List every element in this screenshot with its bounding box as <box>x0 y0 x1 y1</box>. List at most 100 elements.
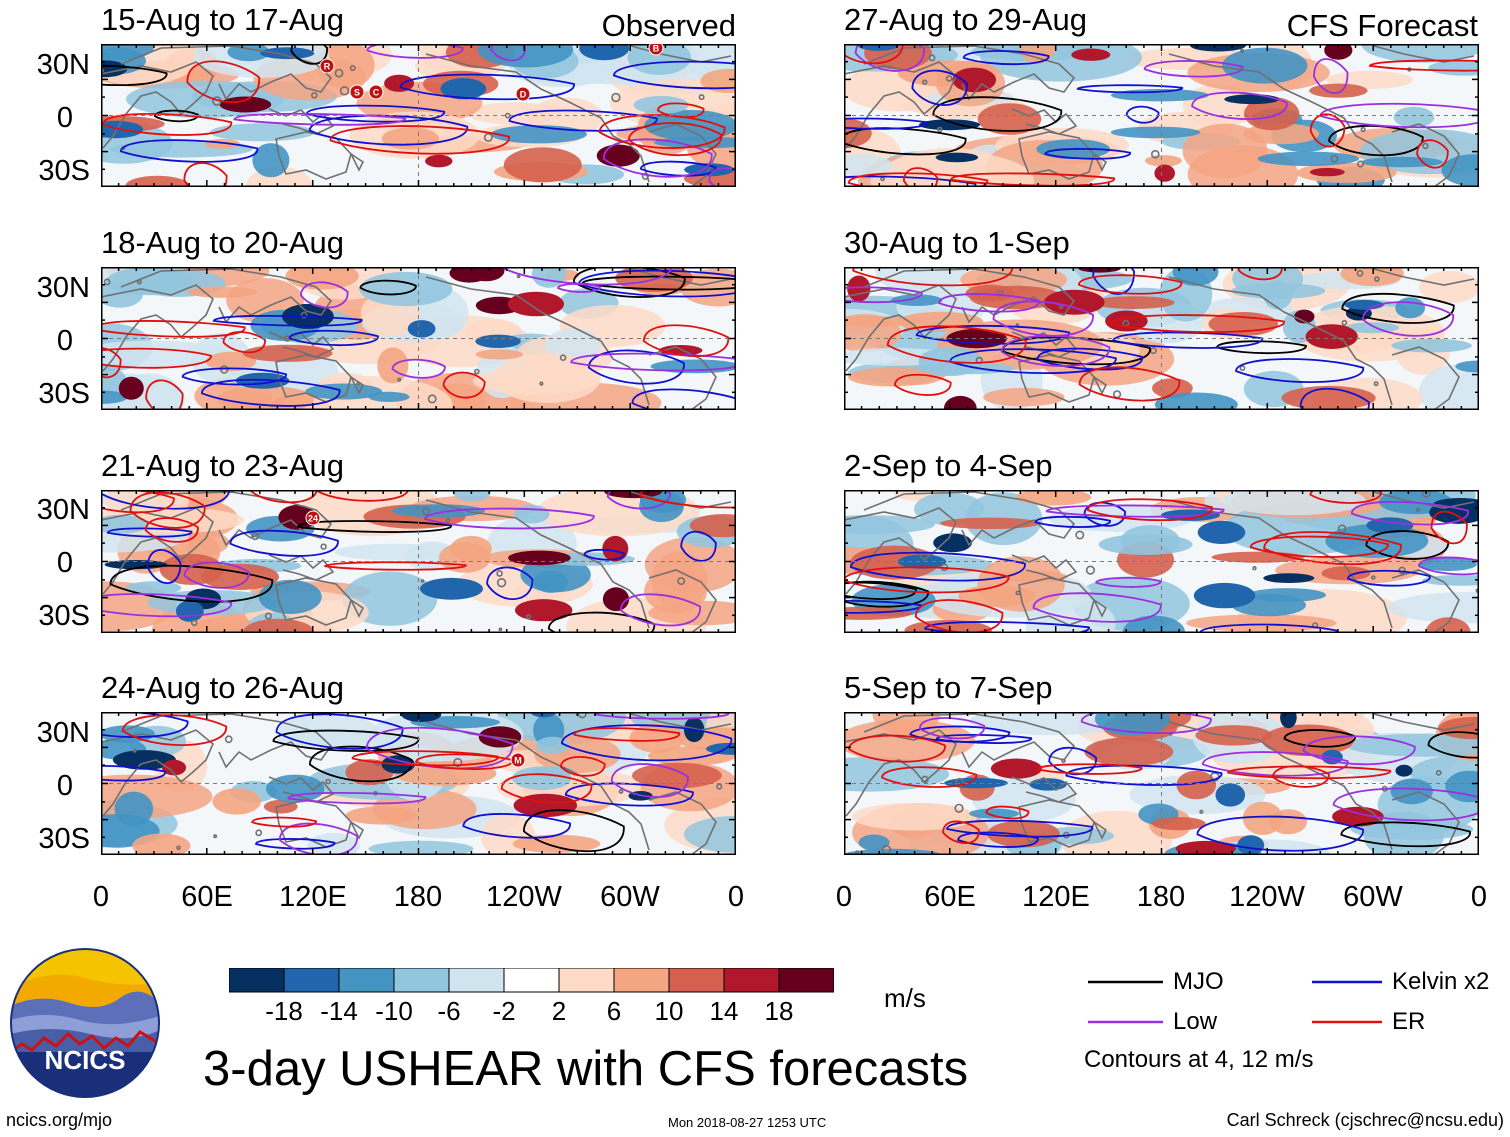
map-panel-obs-2 <box>101 267 736 410</box>
lat-label-30s: 30S <box>38 378 90 410</box>
map-panel-fc-2 <box>844 267 1479 410</box>
lon-label-0: 0 <box>92 881 110 913</box>
lon-label-60e: 60E <box>924 881 976 913</box>
storm-marker: M <box>510 752 526 768</box>
panel-frame <box>844 712 1479 855</box>
colorbar-swatch <box>778 968 834 993</box>
lat-label-eq: 0 <box>56 102 73 134</box>
svg-text:24: 24 <box>308 514 318 524</box>
map-panel-fc-4 <box>844 712 1479 855</box>
shear-shading <box>844 44 1479 187</box>
lat-label-30n: 30N <box>36 494 90 526</box>
mjo-contour <box>101 44 329 123</box>
grid-lines <box>101 490 736 633</box>
panel-title-fc-1: 27-Aug to 29-Aug <box>844 2 1088 37</box>
lon-label-60w: 60W <box>600 881 660 913</box>
panel-frame <box>844 44 1479 187</box>
lon-label-120w: 120W <box>486 881 562 913</box>
kelvin-contour <box>909 725 1364 852</box>
panel-frame <box>844 490 1479 633</box>
lon-label-180: 180 <box>1136 881 1186 913</box>
colorbar-swatch <box>723 968 780 993</box>
kelvin-contour <box>844 501 1431 633</box>
er-contour <box>101 490 736 571</box>
ncics-logo-text: NCICS <box>45 1045 126 1075</box>
colorbar-swatch <box>393 968 450 993</box>
map-panel-fc-3 <box>844 490 1479 633</box>
footer-timestamp: Mon 2018-08-27 1253 UTC <box>668 1115 827 1130</box>
colorbar-tick: 2 <box>551 996 567 1026</box>
lat-label-eq: 0 <box>56 547 73 579</box>
colorbar-tick: -10 <box>375 996 413 1026</box>
legend-label-mjo: MJO <box>1173 968 1224 995</box>
storm-marker: R <box>319 58 335 74</box>
lon-label-120e: 120E <box>279 881 347 913</box>
mjo-contour <box>359 267 736 298</box>
panel-frame <box>101 44 736 187</box>
storm-marker: 24 <box>305 510 321 526</box>
map-panel-fc-1 <box>844 44 1479 187</box>
er-contour <box>101 320 730 410</box>
er-contour <box>852 267 1285 402</box>
colorbar-swatch <box>338 968 395 993</box>
panel-title-obs-2: 18-Aug to 20-Aug <box>101 225 345 260</box>
colorbar-tick: 18 <box>764 996 794 1026</box>
lon-label-0-end: 0 <box>727 881 745 913</box>
lat-label-30s: 30S <box>38 155 90 187</box>
colorbar-swatch <box>503 968 560 993</box>
colorbar-swatch <box>558 968 615 993</box>
grid-lines <box>844 44 1479 187</box>
colorbar-tick: -2 <box>492 996 516 1026</box>
lon-label-0: 0 <box>835 881 853 913</box>
er-contour <box>844 490 1468 633</box>
lon-label-180: 180 <box>393 881 443 913</box>
low-contour <box>854 44 1479 129</box>
svg-text:M: M <box>514 756 522 766</box>
storm-marker: S <box>349 84 365 100</box>
legend-line-mjo <box>1088 980 1163 984</box>
panel-title-obs-3: 21-Aug to 23-Aug <box>101 448 345 483</box>
colorbar-swatch <box>613 968 670 993</box>
svg-text:B: B <box>653 44 660 54</box>
lat-label-eq: 0 <box>56 770 73 802</box>
legend-note: Contours at 4, 12 m/s <box>1084 1046 1314 1073</box>
storm-marker: B <box>648 44 664 56</box>
low-contour <box>299 267 736 379</box>
storm-marker: C <box>368 84 384 100</box>
grid-lines <box>844 490 1479 633</box>
storm-marker: D <box>515 86 531 102</box>
panel-title-obs-4: 24-Aug to 26-Aug <box>101 670 345 705</box>
lat-label-30n: 30N <box>36 49 90 81</box>
kelvin-contour <box>119 60 736 177</box>
panel-frame <box>101 490 736 633</box>
grid-lines <box>101 267 736 410</box>
colorbar-swatch <box>229 968 285 993</box>
colorbar-swatch <box>283 968 340 993</box>
legend-line-low <box>1088 1020 1163 1024</box>
footer-url[interactable]: ncics.org/mjo <box>6 1110 113 1130</box>
colorbar-tick: 6 <box>606 996 622 1026</box>
grid-lines <box>844 712 1479 855</box>
colorbar-tick: 10 <box>654 996 684 1026</box>
lat-label-eq: 0 <box>56 325 73 357</box>
panel-title-obs-1: 15-Aug to 17-Aug <box>101 2 345 37</box>
svg-text:D: D <box>520 90 527 100</box>
lat-label-30n: 30N <box>36 272 90 304</box>
er-contour <box>101 60 726 187</box>
colorbar-tick: 14 <box>709 996 739 1026</box>
low-contour <box>918 712 1479 822</box>
legend-line-er <box>1312 1020 1382 1024</box>
panel-title-fc-3: 2-Sep to 4-Sep <box>844 448 1053 483</box>
kelvin-contour <box>101 490 717 600</box>
low-contour <box>101 490 702 627</box>
panel-frame <box>844 267 1479 410</box>
ncics-logo: NCICS <box>10 948 160 1098</box>
colorbar-tick: -18 <box>265 996 303 1026</box>
svg-text:R: R <box>324 62 331 72</box>
colorbar-unit: m/s <box>884 983 926 1013</box>
legend-line-kelvin <box>1312 980 1382 984</box>
low-contour <box>844 286 1455 367</box>
map-panel-obs-3: 24 <box>101 490 736 633</box>
map-panel-obs-1: R S C B D <box>101 44 736 187</box>
panel-frame <box>101 712 736 855</box>
